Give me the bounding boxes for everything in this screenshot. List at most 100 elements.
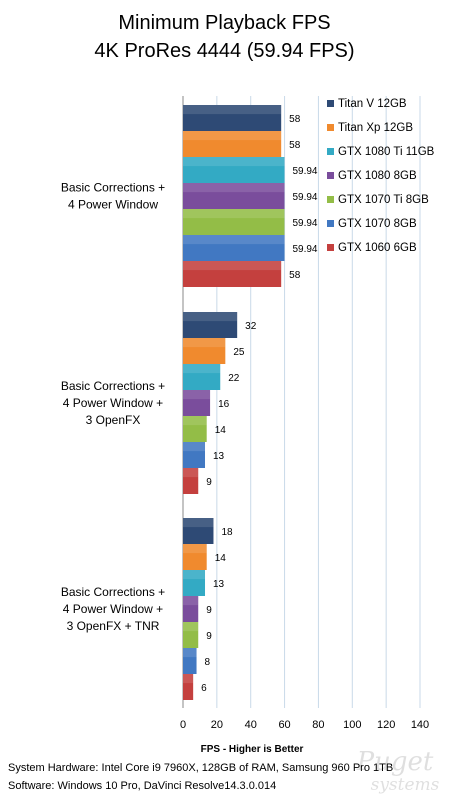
bar-value-label: 14	[215, 553, 227, 564]
bar-value-label: 58	[289, 114, 301, 125]
bar-highlight	[183, 518, 214, 528]
bar-value-label: 32	[245, 321, 257, 332]
bar	[183, 183, 285, 209]
bar-value-label: 59.94	[292, 218, 317, 229]
bar	[183, 157, 285, 183]
legend-label: GTX 1080 Ti 11GB	[338, 146, 435, 158]
legend-label: Titan V 12GB	[338, 98, 407, 110]
x-tick-label: 0	[180, 719, 186, 731]
watermark-line-1: Puget	[356, 747, 434, 777]
category-label: Basic Corrections +	[61, 181, 165, 195]
bar	[183, 235, 285, 261]
bar-highlight	[183, 131, 282, 141]
legend-swatch	[327, 244, 334, 251]
x-axis-label: FPS - Higher is Better	[201, 744, 304, 755]
bar	[183, 674, 194, 700]
bar-value-label: 13	[213, 451, 225, 462]
bar-highlight	[183, 622, 199, 632]
bar-highlight	[183, 312, 238, 322]
legend-label: Titan Xp 12GB	[338, 122, 413, 134]
legend-label: GTX 1060 6GB	[338, 242, 417, 254]
bar	[183, 416, 207, 442]
bar-highlight	[183, 157, 285, 167]
bar-value-label: 14	[215, 425, 227, 436]
legend-swatch	[327, 124, 334, 131]
bar-highlight	[183, 596, 199, 606]
bars-layer	[183, 105, 285, 700]
bar-highlight	[183, 235, 285, 245]
bar-value-label: 59.94	[292, 244, 317, 255]
bar-highlight	[183, 570, 206, 580]
x-tick-label: 100	[343, 719, 361, 731]
category-label: 3 OpenFX	[86, 413, 141, 427]
bar-highlight	[183, 364, 221, 374]
x-tick-label: 140	[411, 719, 429, 731]
x-tick-label: 20	[211, 719, 223, 731]
bar	[183, 622, 199, 648]
watermark-line-2: systems	[371, 775, 440, 795]
legend-label: GTX 1070 8GB	[338, 218, 417, 230]
legend-label: GTX 1080 8GB	[338, 170, 417, 182]
bar	[183, 570, 206, 596]
bar	[183, 131, 282, 157]
bar-highlight	[183, 338, 226, 348]
bar	[183, 338, 226, 364]
legend-swatch	[327, 148, 334, 155]
category-label: 4 Power Window +	[63, 602, 163, 616]
bar	[183, 544, 207, 570]
bar-value-label: 8	[205, 657, 211, 668]
footer-software: Software: Windows 10 Pro, DaVinci Resolv…	[8, 780, 276, 792]
bar-highlight	[183, 183, 285, 193]
x-tick-labels-layer: 0 20 40 60 80 100 120 140	[180, 719, 429, 731]
bar	[183, 209, 285, 235]
legend-swatch	[327, 220, 334, 227]
footer-hardware: System Hardware: Intel Core i9 7960X, 12…	[8, 762, 393, 774]
chart-title: Minimum Playback FPS	[118, 12, 330, 34]
bar	[183, 364, 221, 390]
bar	[183, 442, 206, 468]
legend: Titan V 12GB Titan Xp 12GB GTX 1080 Ti 11G…	[327, 98, 435, 254]
bar-value-label: 25	[233, 347, 245, 358]
x-tick-label: 60	[278, 719, 290, 731]
bar	[183, 648, 197, 674]
bar-value-label: 13	[213, 579, 225, 590]
bar-highlight	[183, 261, 282, 271]
x-tick-label: 120	[377, 719, 395, 731]
bar-value-label: 6	[201, 683, 207, 694]
bar	[183, 390, 211, 416]
legend-label: GTX 1070 Ti 8GB	[338, 194, 429, 206]
legend-swatch	[327, 196, 334, 203]
chart-subtitle: 4K ProRes 4444 (59.94 FPS)	[94, 40, 354, 62]
bar-value-label: 22	[228, 373, 240, 384]
bar-value-label: 59.94	[292, 192, 317, 203]
category-label: Basic Corrections +	[61, 585, 165, 599]
bar-value-label: 9	[206, 605, 212, 616]
category-labels-layer: Basic Corrections + 4 Power Window Basic C…	[61, 181, 165, 634]
bar-value-label: 58	[289, 140, 301, 151]
bar-highlight	[183, 544, 207, 554]
legend-swatch	[327, 172, 334, 179]
category-label: 3 OpenFX + TNR	[67, 619, 160, 633]
category-label: 4 Power Window +	[63, 396, 163, 410]
bar	[183, 468, 199, 494]
bar-highlight	[183, 442, 206, 452]
bar-highlight	[183, 390, 211, 400]
bar	[183, 312, 238, 338]
legend-swatch	[327, 100, 334, 107]
bar	[183, 596, 199, 622]
bar-value-label: 9	[206, 631, 212, 642]
bar-highlight	[183, 209, 285, 219]
bar-value-label: 18	[221, 527, 233, 538]
category-label: Basic Corrections +	[61, 379, 165, 393]
bar-highlight	[183, 105, 282, 115]
bar-value-label: 59.94	[292, 166, 317, 177]
category-label: 4 Power Window	[68, 198, 158, 212]
puget-systems-watermark: Puget systems	[356, 747, 440, 795]
bar-highlight	[183, 468, 199, 478]
x-tick-label: 80	[312, 719, 324, 731]
bar	[183, 261, 282, 287]
bar-highlight	[183, 648, 197, 658]
bar-value-label: 16	[218, 399, 230, 410]
bar-highlight	[183, 674, 194, 684]
